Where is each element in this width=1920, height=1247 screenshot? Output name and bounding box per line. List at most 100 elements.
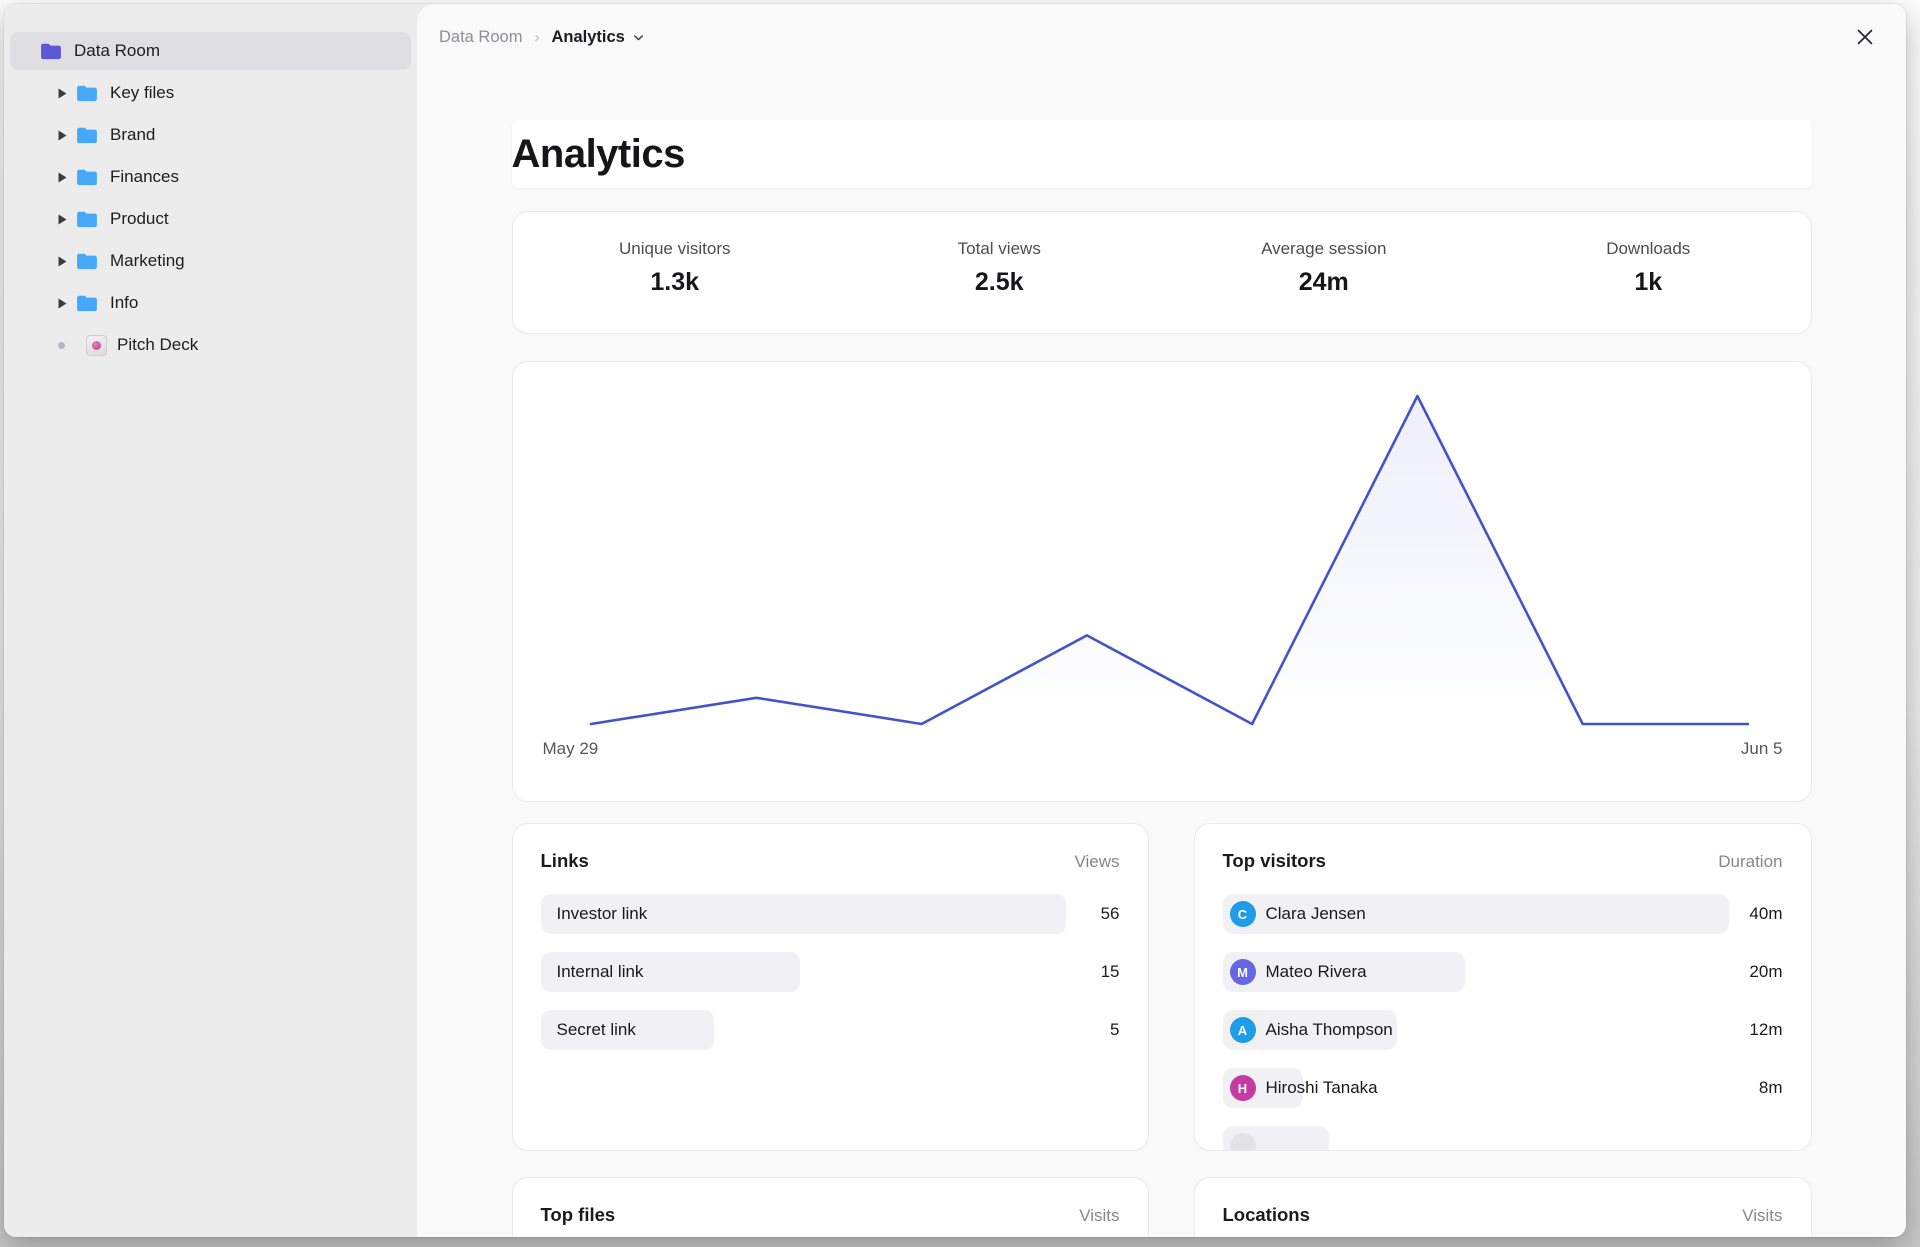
- sidebar-folder-item[interactable]: Key files: [10, 74, 411, 112]
- sidebar-item-label: Product: [110, 209, 169, 228]
- folder-icon: [76, 83, 100, 103]
- sidebar-item-label: Brand: [110, 125, 156, 144]
- stat-item: Average session 24m: [1162, 212, 1487, 333]
- sidebar-item-label: Finances: [110, 167, 179, 186]
- link-views-value: 56: [1100, 904, 1120, 923]
- visitor-row: H Hiroshi Tanaka 8m: [1222, 1068, 1783, 1108]
- locations-panel-header: Locations Visits: [1223, 1204, 1783, 1226]
- visitor-name: Mateo Rivera: [1265, 962, 1367, 981]
- analytics-content: Analytics Unique visitors 1.3k Total vie…: [511, 120, 1812, 1237]
- visits-column-header: Visits: [1742, 1206, 1783, 1225]
- visitor-bar-area: C Clara Jensen: [1222, 894, 1729, 934]
- link-label: Internal link: [556, 962, 644, 981]
- files-panel-header: Top files Visits: [541, 1204, 1120, 1226]
- stat-value: 24m: [1298, 268, 1349, 296]
- avatar: M: [1229, 959, 1256, 985]
- folder-icon: [76, 251, 100, 271]
- duration-column-header: Duration: [1718, 852, 1783, 871]
- stat-value: 2.5k: [974, 268, 1024, 296]
- avatar: H: [1229, 1075, 1256, 1101]
- breadcrumb-current-dropdown[interactable]: Analytics: [551, 28, 644, 47]
- sidebar-item-label: Pitch Deck: [117, 335, 199, 354]
- link-bar-area: Secret link: [540, 1010, 1066, 1050]
- link-row: Investor link 56: [540, 894, 1120, 934]
- link-views-value: 15: [1100, 962, 1120, 981]
- data-room-window: Data Room Key files Brand: [4, 4, 1906, 1237]
- chart-line: [589, 394, 1749, 726]
- disclosure-triangle-icon[interactable]: [48, 172, 76, 183]
- disclosure-triangle-icon[interactable]: [48, 256, 76, 267]
- visitor-name: Aisha Thompson: [1265, 1020, 1393, 1039]
- sidebar-folder-item[interactable]: Info: [10, 284, 411, 322]
- link-bar-area: Investor link: [540, 894, 1066, 934]
- visitor-duration-value: 12m: [1749, 1020, 1783, 1039]
- disclosure-triangle-icon[interactable]: [48, 88, 76, 99]
- breadcrumb-parent[interactable]: Data Room: [439, 27, 523, 46]
- sidebar-item-pitch-deck[interactable]: Pitch Deck: [10, 326, 411, 364]
- disclosure-triangle-icon[interactable]: [48, 298, 76, 309]
- sidebar-item-label: Marketing: [110, 251, 185, 270]
- close-icon: [1857, 29, 1873, 45]
- mid-panels: Links Views Investor link 56 Internal li…: [511, 823, 1812, 1151]
- visitor-bar[interactable]: [1222, 1126, 1329, 1150]
- sidebar-folder-item[interactable]: Product: [10, 200, 411, 238]
- chevron-down-icon: [633, 34, 643, 40]
- stat-item: Total views 2.5k: [837, 212, 1162, 333]
- folder-icon: [40, 41, 64, 61]
- sidebar-folder-item[interactable]: Marketing: [10, 242, 411, 280]
- visitors-panel-header: Top visitors Duration: [1223, 850, 1783, 872]
- breadcrumb-separator-icon: ›: [534, 28, 540, 46]
- disclosure-triangle-icon[interactable]: [48, 214, 76, 225]
- x-axis-label-start: May 29: [542, 739, 599, 758]
- stats-summary-card: Unique visitors 1.3k Total views 2.5k Av…: [511, 211, 1812, 334]
- folder-icon: [76, 209, 100, 229]
- page-title: Analytics: [511, 131, 686, 176]
- visitor-row: C Clara Jensen 40m: [1222, 894, 1783, 934]
- sidebar-folder-item[interactable]: Finances: [10, 158, 411, 196]
- visitor-duration-value: 8m: [1758, 1078, 1783, 1097]
- visitor-bar[interactable]: M Mateo Rivera: [1222, 952, 1466, 992]
- sidebar-folder-item[interactable]: Brand: [10, 116, 411, 154]
- visitor-name: Clara Jensen: [1265, 904, 1366, 923]
- visits-column-header: Visits: [1079, 1206, 1120, 1225]
- links-panel: Links Views Investor link 56 Internal li…: [511, 823, 1149, 1151]
- visitors-panel-title: Top visitors: [1222, 850, 1326, 871]
- visitor-bar[interactable]: H Hiroshi Tanaka: [1222, 1068, 1378, 1108]
- breadcrumb-current-label: Analytics: [551, 27, 625, 46]
- stat-item: Downloads 1k: [1486, 212, 1811, 333]
- sidebar: Data Room Key files Brand: [4, 4, 417, 1237]
- disclosure-triangle-icon[interactable]: [48, 130, 76, 141]
- close-button[interactable]: [1850, 22, 1880, 52]
- sidebar-item-data-room[interactable]: Data Room: [10, 32, 411, 70]
- chart-area-fill: [590, 396, 1748, 724]
- stat-label: Average session: [1261, 239, 1387, 258]
- stat-value: 1.3k: [650, 268, 700, 296]
- sidebar-item-label: Info: [110, 293, 139, 312]
- visitor-row-clipped: [1222, 1126, 1783, 1150]
- avatar: [1229, 1133, 1256, 1150]
- x-axis-label-end: Jun 5: [1740, 739, 1783, 758]
- sidebar-item-label: Key files: [110, 83, 175, 102]
- link-bar[interactable]: Investor link: [540, 894, 1066, 934]
- folder-icon: [76, 167, 100, 187]
- sidebar-item-label: Data Room: [74, 41, 160, 60]
- top-files-panel: Top files Visits: [511, 1177, 1149, 1237]
- pitch-deck-file-icon: [86, 334, 107, 356]
- links-panel-header: Links Views: [541, 850, 1120, 872]
- stat-label: Unique visitors: [619, 239, 731, 258]
- top-visitors-panel: Top visitors Duration C Clara Jensen 40m: [1193, 823, 1812, 1151]
- link-bar-area: Internal link: [540, 952, 1066, 992]
- visitor-row: M Mateo Rivera 20m: [1222, 952, 1783, 992]
- topbar: Data Room › Analytics: [417, 4, 1906, 70]
- visitor-duration-value: 20m: [1749, 962, 1783, 981]
- visitor-bar[interactable]: C Clara Jensen: [1222, 894, 1729, 934]
- link-views-value: 5: [1110, 1020, 1120, 1039]
- folder-icon: [76, 125, 100, 145]
- locations-panel: Locations Visits: [1193, 1177, 1812, 1237]
- files-panel-title: Top files: [540, 1204, 616, 1225]
- link-bar[interactable]: Secret link: [540, 1010, 714, 1050]
- visitor-name: Hiroshi Tanaka: [1265, 1078, 1378, 1097]
- visitor-bar[interactable]: A Aisha Thompson: [1222, 1010, 1398, 1050]
- visitor-duration-value: [1729, 1126, 1783, 1150]
- link-bar[interactable]: Internal link: [540, 952, 801, 992]
